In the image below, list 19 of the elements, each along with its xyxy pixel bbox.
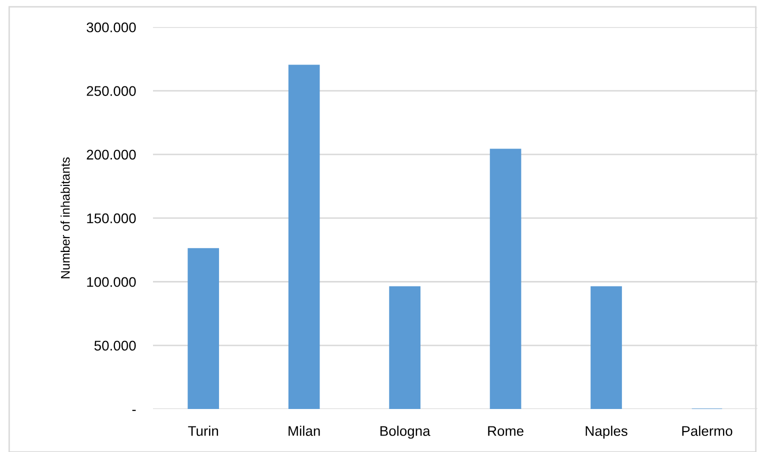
y-tick-label: 250.000 <box>86 86 136 96</box>
y-tick-label: 300.000 <box>86 22 136 32</box>
x-tick-label: Turin <box>188 426 218 436</box>
y-axis-title: Number of inhabitants <box>60 157 70 278</box>
y-tick-label: 200.000 <box>86 150 136 160</box>
x-tick-label: Bologna <box>380 426 430 439</box>
x-tick-label: Palermo <box>682 426 732 436</box>
x-tick-label: Milan <box>288 426 320 436</box>
x-tick-label: Rome <box>488 426 524 436</box>
y-tick-label: 50.000 <box>94 340 136 351</box>
bar <box>590 286 622 410</box>
y-tick-label: 150.000 <box>87 213 136 224</box>
x-tick-label: Naples <box>586 426 628 439</box>
y-tick-label: - <box>132 410 136 411</box>
bar <box>288 64 320 410</box>
y-tick-label: 100.000 <box>87 277 136 287</box>
bar <box>188 248 220 410</box>
bar <box>389 286 420 410</box>
bar <box>490 148 522 410</box>
